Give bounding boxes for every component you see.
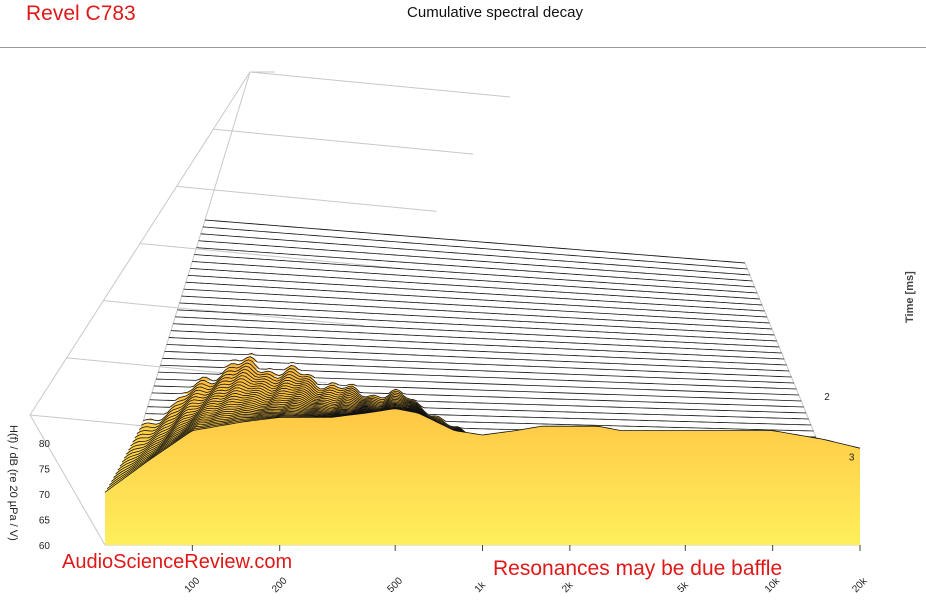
decay-slice-line [200,233,750,276]
decay-slice-line [194,254,758,294]
brand-title: Revel C783 [26,2,136,25]
y-tick-label: 75 [39,465,51,476]
decay-slice-line [145,381,814,432]
decay-slice-line [173,323,782,354]
x-tick-label: 100 [183,575,203,595]
decay-slice-line [158,362,799,396]
wall-gridline [249,71,511,98]
decay-slice-line [185,281,768,318]
decay-slice-line [160,359,797,390]
watermark-text: AudioScienceReview.com [62,551,293,573]
time-axis-label: Time [ms] [904,271,916,323]
decay-slice-line [149,375,809,420]
decay-slice-line [192,261,760,300]
decay-slice-fill [105,408,860,545]
x-tick-label: 20k [850,575,870,595]
decay-slice-line [162,356,794,384]
y-tick-label: 65 [39,516,51,527]
x-tick-label: 500 [385,575,405,595]
y-axis-label: H(f) / dB (re 20 µPa / V) [7,425,19,541]
back-wall-top [204,71,275,221]
decay-slice-line [156,365,802,402]
side-wall-front [29,414,106,546]
x-tick-label: 1k [473,579,489,595]
time-tick-label: 3 [849,452,855,463]
decay-slice-line [198,240,753,282]
decay-slice-line [179,302,775,336]
wall-gridline [213,128,474,155]
decay-slice-line [196,247,755,288]
decay-slice-line [181,295,772,330]
decay-slice-line [190,268,763,306]
decay-slice-line [202,226,748,270]
time-tick-label: 2 [824,392,830,403]
decay-slice-line [168,337,787,366]
decay-slice-line [164,350,792,378]
y-axis-ticks: 60 65 70 75 80 [39,439,51,552]
decay-slice-line [183,288,770,324]
side-wall-edge [29,71,251,416]
y-tick-label: 80 [39,439,51,450]
y-tick-label: 60 [39,541,51,552]
decay-slice-line [175,316,780,348]
decay-slice-line [166,344,790,372]
decay-slice-line [151,372,807,414]
chart-title: Cumulative spectral decay [407,4,583,21]
decay-slice-line [147,378,812,426]
wall-gridline [139,243,401,269]
y-tick-label: 70 [39,490,51,501]
decay-slice-fill [145,381,814,431]
x-tick-label: 2k [560,579,576,595]
title-divider [0,47,926,48]
decay-slice-line [104,408,861,493]
decay-slice-line [204,219,746,264]
decay-slice-line [170,330,785,360]
decay-slice-line [153,368,804,408]
x-tick-label: 5k [676,579,692,595]
time-axis-ticks: 23 [824,392,855,463]
x-tick-label: 200 [270,575,290,595]
decay-slices [104,219,861,545]
wall-gridline [176,185,437,212]
decay-slice-line [187,274,765,312]
decay-slice-line [177,309,777,342]
annotation-note: Resonances may be due baffle [493,557,783,580]
